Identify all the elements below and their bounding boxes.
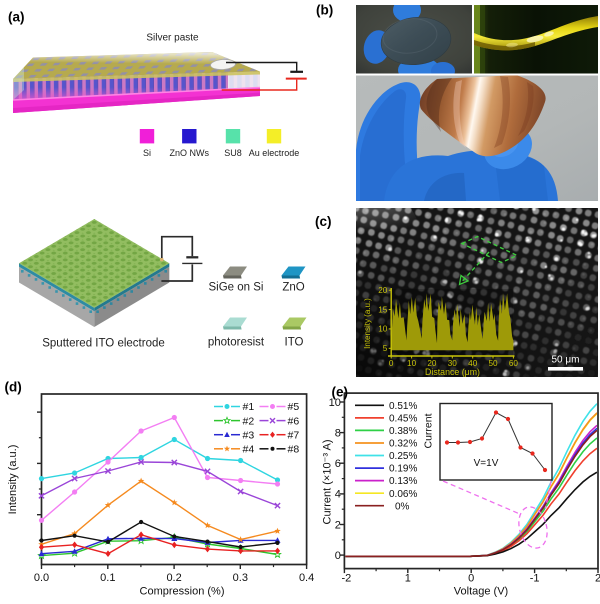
svg-text:0.38%: 0.38% bbox=[389, 426, 417, 437]
svg-text:Intensity (a.u.): Intensity (a.u.) bbox=[7, 445, 19, 515]
svg-text:SiGe on Si: SiGe on Si bbox=[209, 282, 264, 294]
svg-text:Intensity (a.u.): Intensity (a.u.) bbox=[363, 298, 372, 349]
svg-text:40: 40 bbox=[468, 359, 478, 368]
svg-text:(c): (c) bbox=[315, 214, 332, 229]
svg-text:#7: #7 bbox=[288, 429, 300, 441]
svg-text:20: 20 bbox=[378, 286, 388, 295]
svg-text:30: 30 bbox=[448, 359, 458, 368]
svg-text:Current (×10⁻³ A): Current (×10⁻³ A) bbox=[322, 440, 334, 525]
svg-text:ZnO NWs: ZnO NWs bbox=[170, 148, 210, 158]
svg-text:0.2: 0.2 bbox=[166, 572, 181, 584]
svg-text:Voltage (V): Voltage (V) bbox=[454, 586, 508, 598]
svg-text:#4: #4 bbox=[243, 444, 255, 456]
svg-text:#8: #8 bbox=[288, 444, 300, 456]
svg-text:Au electrode: Au electrode bbox=[249, 148, 300, 158]
svg-text:#3: #3 bbox=[243, 429, 255, 441]
svg-text:Silver paste: Silver paste bbox=[146, 33, 199, 44]
svg-text:#2: #2 bbox=[243, 415, 255, 427]
svg-text:10: 10 bbox=[329, 397, 341, 409]
svg-text:0: 0 bbox=[335, 550, 341, 562]
svg-text:photoresist: photoresist bbox=[208, 337, 265, 349]
svg-text:#1: #1 bbox=[243, 401, 255, 413]
svg-text:(d): (d) bbox=[5, 380, 22, 395]
svg-text:0.19%: 0.19% bbox=[389, 464, 417, 475]
svg-text:Distance (μm): Distance (μm) bbox=[425, 367, 480, 377]
svg-text:60: 60 bbox=[509, 359, 519, 368]
svg-text:(b): (b) bbox=[316, 3, 333, 18]
svg-text:1: 1 bbox=[405, 573, 411, 585]
svg-text:(e): (e) bbox=[332, 385, 349, 400]
svg-text:-2: -2 bbox=[342, 573, 352, 585]
svg-text:50: 50 bbox=[488, 359, 498, 368]
svg-text:0.25%: 0.25% bbox=[389, 451, 417, 462]
svg-text:6: 6 bbox=[335, 458, 341, 470]
svg-text:Current: Current bbox=[423, 413, 435, 448]
svg-text:0: 0 bbox=[468, 573, 474, 585]
svg-text:0.13%: 0.13% bbox=[389, 476, 417, 487]
svg-text:V=1V: V=1V bbox=[474, 458, 499, 469]
svg-text:Si: Si bbox=[143, 148, 151, 158]
svg-text:0: 0 bbox=[389, 359, 394, 368]
svg-text:0%: 0% bbox=[395, 501, 410, 512]
svg-text:ZnO: ZnO bbox=[282, 282, 304, 294]
svg-text:20: 20 bbox=[427, 359, 437, 368]
svg-text:15: 15 bbox=[378, 305, 388, 314]
svg-text:10: 10 bbox=[407, 359, 417, 368]
svg-text:0.51%: 0.51% bbox=[389, 401, 417, 412]
svg-text:0.0: 0.0 bbox=[34, 572, 49, 584]
svg-text:0.06%: 0.06% bbox=[389, 489, 417, 500]
svg-text:#6: #6 bbox=[288, 415, 300, 427]
svg-text:Compression (%): Compression (%) bbox=[140, 586, 225, 598]
svg-text:#5: #5 bbox=[288, 401, 300, 413]
svg-text:5: 5 bbox=[383, 344, 388, 353]
svg-text:Sputtered ITO electrode: Sputtered ITO electrode bbox=[42, 338, 165, 350]
svg-text:8: 8 bbox=[335, 427, 341, 439]
svg-text:2: 2 bbox=[335, 519, 341, 531]
svg-text:2: 2 bbox=[595, 573, 600, 585]
svg-text:0.1: 0.1 bbox=[100, 572, 115, 584]
svg-text:4: 4 bbox=[335, 489, 341, 501]
svg-text:0.3: 0.3 bbox=[233, 572, 248, 584]
svg-text:SU8: SU8 bbox=[224, 148, 242, 158]
svg-text:0.32%: 0.32% bbox=[389, 439, 417, 450]
svg-text:10: 10 bbox=[378, 325, 388, 334]
svg-text:(a): (a) bbox=[8, 10, 25, 25]
svg-text:ITO: ITO bbox=[285, 337, 304, 349]
svg-text:-1: -1 bbox=[530, 573, 540, 585]
svg-text:0.45%: 0.45% bbox=[389, 414, 417, 425]
svg-text:0.4: 0.4 bbox=[299, 572, 314, 584]
svg-text:50 μm: 50 μm bbox=[552, 355, 580, 366]
